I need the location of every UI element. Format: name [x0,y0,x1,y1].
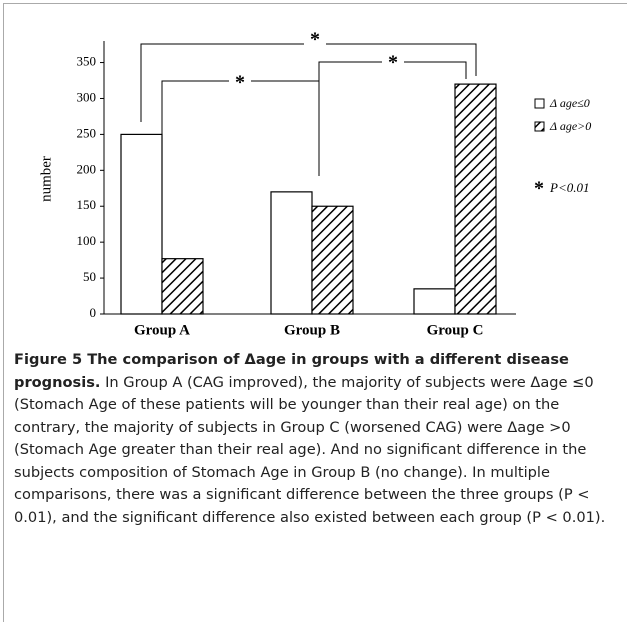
y-axis-label: number [38,156,54,202]
bar [413,288,456,315]
legend-swatch [534,98,545,109]
y-tick-label: 0 [90,305,97,320]
caption: Figure 5 The comparison of Δage in group… [14,349,614,529]
y-tick-label: 50 [83,269,96,284]
legend-label: Δ age≤0 [549,96,590,110]
y-tick-label: 300 [77,89,97,104]
figure: * * * number * P<0.01 0 50 100 150 200 250 300… [3,3,627,622]
significance-brackets [140,43,477,176]
annotation: * [310,29,320,51]
y-tick-label: 100 [77,233,97,248]
bar [311,205,354,315]
y-tick-label: 350 [77,54,97,69]
annotation: * [235,72,245,94]
chart: * * * number * P<0.01 0 50 100 150 200 250 300… [38,29,591,339]
x-tick-label: Group B [284,322,340,338]
legend-label: Δ age>0 [549,119,591,133]
y-tick-label: 250 [77,125,97,140]
caption-title: Figure 5 The comparison of Δage in group… [14,351,569,391]
y-tick-label: 150 [77,197,97,212]
bar [120,133,163,315]
bar [454,83,497,315]
legend-swatch [534,121,545,132]
significance-text: P<0.01 [549,180,589,195]
caption-text: In Group A (CAG improved), the majority … [14,373,606,526]
bar [161,258,204,315]
x-tick-label: Group C [427,322,484,338]
x-tick-label: Group A [134,322,190,338]
y-tick-label: 200 [77,161,97,176]
annotation: * [388,52,398,74]
bar [270,191,313,315]
significance-symbol: * [534,178,544,200]
